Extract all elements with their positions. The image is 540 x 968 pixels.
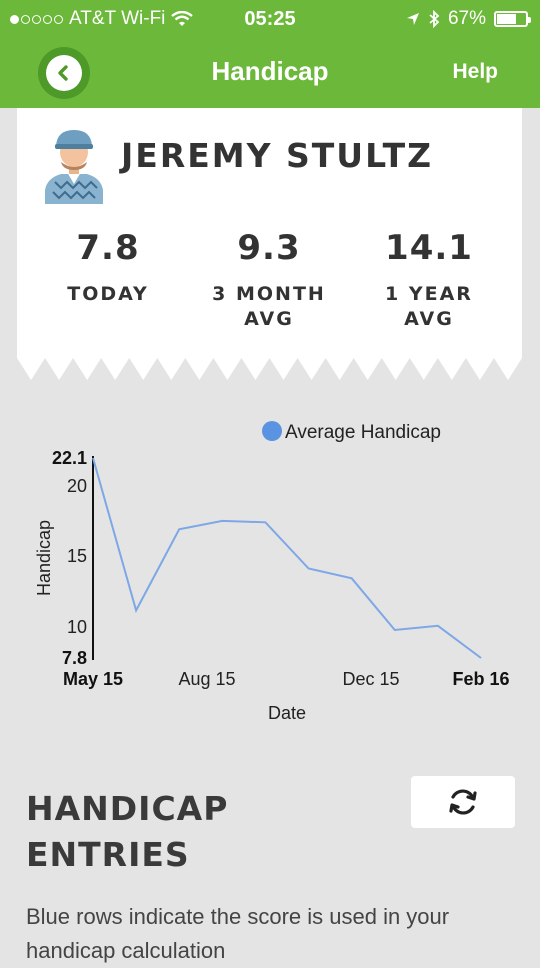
- stat-1-year-avg: 14.1 1 YEAR AVG: [349, 228, 509, 332]
- entries-title: HANDICAP ENTRIES: [26, 789, 229, 874]
- y-tick-label: 7.8: [62, 648, 87, 668]
- refresh-button[interactable]: [411, 776, 515, 828]
- y-tick-label: 20: [67, 476, 87, 496]
- stat-label: TODAY: [67, 283, 149, 305]
- stat-value: 7.8: [76, 228, 140, 268]
- wifi-icon: [171, 11, 194, 26]
- x-tick-label: May 15: [63, 669, 123, 689]
- legend-label: Average Handicap: [285, 422, 441, 443]
- chevron-left-icon: [58, 65, 68, 81]
- legend-marker: [262, 421, 282, 441]
- y-tick-label: 15: [67, 546, 87, 566]
- location-arrow-icon: [406, 13, 419, 25]
- back-button[interactable]: [38, 47, 90, 99]
- help-button[interactable]: Help: [452, 60, 498, 83]
- stat-value: 9.3: [237, 228, 301, 268]
- golfer-avatar-icon: [45, 130, 103, 204]
- stat-3-month-avg: 9.3 3 MONTH AVG: [189, 228, 349, 332]
- stat-label: 1 YEAR AVG: [385, 283, 473, 330]
- battery-percent: 67%: [447, 8, 486, 29]
- entries-note: Blue rows indicate the score is used in …: [26, 904, 450, 963]
- stat-label: 3 MONTH AVG: [212, 283, 326, 330]
- x-tick-label: Dec 15: [342, 669, 399, 689]
- bluetooth-icon: [429, 10, 440, 28]
- player-card: JEREMY STULTZ 7.8 TODAY 9.3 3 MONTH AVG 1…: [17, 108, 522, 380]
- series-line-average-handicap: [92, 457, 482, 659]
- stat-value: 14.1: [385, 228, 473, 268]
- x-axis-label: Date: [268, 703, 306, 723]
- player-name: JEREMY STULTZ: [121, 136, 434, 175]
- status-left: AT&T Wi-Fi: [10, 8, 194, 30]
- status-bar: AT&T Wi-Fi 05:25 67%: [0, 0, 540, 38]
- y-tick-label: 22.1: [52, 448, 87, 468]
- x-tick-label: Feb 16: [452, 669, 509, 689]
- handicap-chart: Average Handicap Handicap Date 22.1 20 1…: [0, 400, 540, 740]
- battery-icon: [494, 11, 531, 27]
- y-tick-label: 10: [67, 617, 87, 637]
- x-tick-label: Aug 15: [178, 669, 235, 689]
- app-header: [0, 0, 540, 108]
- stat-today: 7.8 TODAY: [28, 228, 188, 307]
- signal-strength-icon: [10, 14, 63, 24]
- carrier-label: AT&T Wi-Fi: [69, 8, 166, 29]
- page-title: Handicap: [211, 56, 329, 86]
- chart-svg: Average Handicap Handicap Date 22.1 20 1…: [34, 421, 510, 723]
- status-time: 05:25: [244, 8, 296, 30]
- y-axis-label: Handicap: [34, 520, 54, 596]
- status-right: 67%: [406, 8, 531, 30]
- refresh-icon: [449, 789, 477, 815]
